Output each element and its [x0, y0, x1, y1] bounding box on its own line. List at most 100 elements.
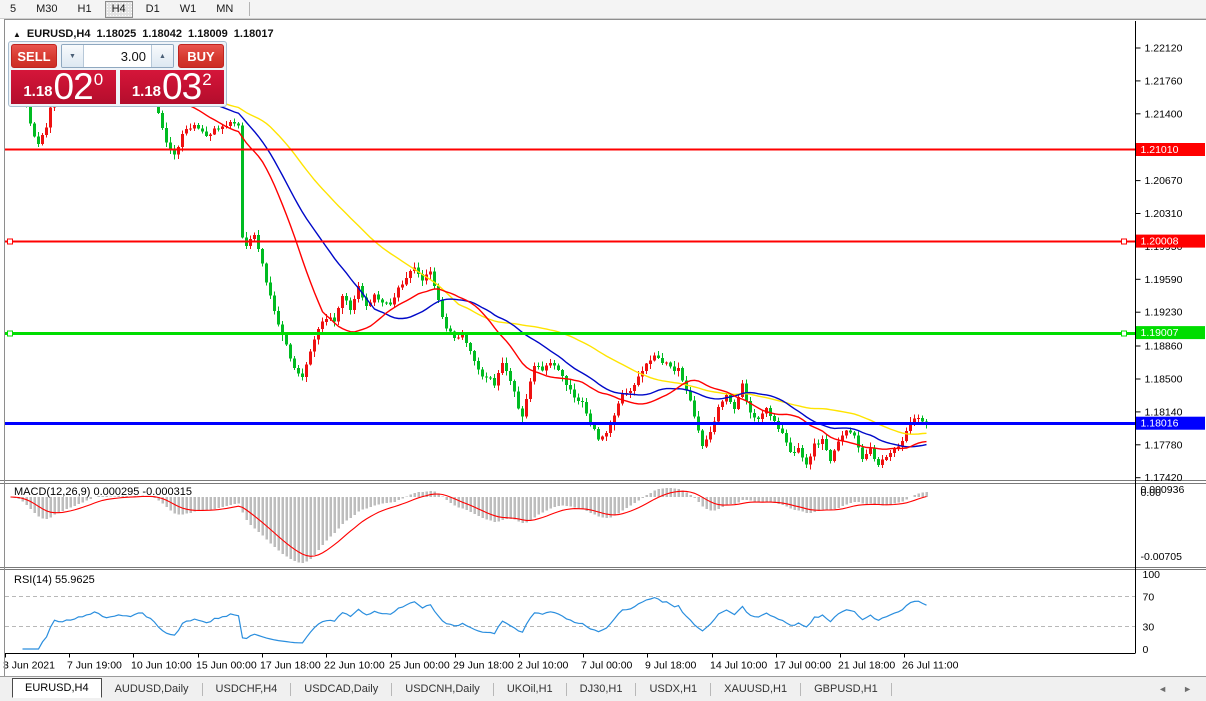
timeframe-m30[interactable]: M30	[36, 2, 58, 15]
sell-button[interactable]: SELL	[11, 44, 57, 68]
rsi-axis-0: 0	[1143, 644, 1149, 656]
svg-text:7 Jun 19:00: 7 Jun 19:00	[67, 660, 122, 672]
svg-text:7 Jul 00:00: 7 Jul 00:00	[581, 660, 633, 672]
chart-tab-usdchf[interactable]: USDCHF,H4	[215, 683, 278, 695]
hline-handle-right[interactable]	[1121, 330, 1127, 337]
chart-tab-dj30[interactable]: DJ30,H1	[579, 683, 623, 695]
svg-text:22 Jun 10:00: 22 Jun 10:00	[324, 660, 385, 672]
rsi-axis-30: 30	[1143, 622, 1155, 634]
sell-price-big: 02	[53, 66, 94, 107]
buy-price-display[interactable]: 1.18 03 2	[119, 66, 224, 107]
price-marker-1.19007	[1136, 326, 1205, 340]
svg-text:14 Jul 10:00: 14 Jul 10:00	[710, 660, 767, 672]
svg-text:9 Jul 18:00: 9 Jul 18:00	[645, 660, 697, 672]
price-marker-1.20008	[1136, 234, 1205, 248]
svg-text:10 Jun 10:00: 10 Jun 10:00	[131, 660, 192, 672]
svg-text:17 Jul 00:00: 17 Jul 00:00	[774, 660, 831, 672]
volume-decrease-icon[interactable]: ▼	[62, 45, 84, 67]
hline-handle-right[interactable]	[1121, 238, 1127, 245]
tab-separator	[800, 682, 802, 696]
macd-panel	[10, 488, 928, 563]
chart-tab-gbpusd[interactable]: GBPUSD,H1	[814, 683, 878, 695]
svg-text:1.20670: 1.20670	[1145, 175, 1183, 187]
symbol-name: EURUSD,H4	[26, 28, 91, 40]
chart-tab-bar: EURUSD,H4 AUDUSD,Daily USDCHF,H4 USDCAD,Dai…	[0, 676, 1206, 701]
svg-text:1.19230: 1.19230	[1145, 307, 1183, 319]
svg-text:1.18860: 1.18860	[1145, 341, 1183, 353]
macd-axis-min: -0.00705	[1141, 551, 1183, 563]
timeframe-5[interactable]: 5	[10, 2, 17, 15]
time-axis[interactable]: 3 Jun 2021 7 Jun 19:00 10 Jun 10:00 15 Jun …	[3, 653, 1135, 672]
svg-text:1.18500: 1.18500	[1145, 374, 1183, 386]
macd-axis-zero: 0.00	[1141, 487, 1162, 499]
svg-text:1.21760: 1.21760	[1145, 75, 1183, 87]
symbol-header: ▲ EURUSD,H4 1.18025 1.18042 1.18009 1.18…	[13, 28, 274, 40]
chart-tab-usdcnh[interactable]: USDCNH,Daily	[405, 683, 480, 695]
svg-text:29 Jun 18:00: 29 Jun 18:00	[453, 660, 514, 672]
tick-direction-icon: ▲	[13, 29, 21, 39]
volume-input[interactable]	[84, 45, 151, 67]
sell-price-display[interactable]: 1.18 02 0	[11, 66, 116, 107]
hline-handle-left[interactable]	[7, 238, 13, 245]
svg-text:1.19590: 1.19590	[1145, 274, 1183, 286]
buy-price-big: 03	[162, 66, 202, 107]
timeframe-w1[interactable]: W1	[179, 2, 197, 15]
svg-text:1.21010: 1.21010	[1141, 144, 1179, 156]
svg-text:1.18016: 1.18016	[1141, 418, 1179, 430]
tab-scroll-left-icon[interactable]: ◄	[1158, 684, 1168, 694]
buy-price-prefix: 1.18	[131, 83, 162, 100]
macd-signal-line	[10, 490, 927, 557]
timeframe-h4[interactable]: H4	[104, 0, 133, 18]
chart-tab-ukoil[interactable]: UKOil,H1	[506, 683, 553, 695]
tab-separator	[890, 682, 892, 696]
svg-text:1.18140: 1.18140	[1145, 406, 1183, 418]
chart-tab-xauusd[interactable]: XAUUSD,H1	[724, 683, 788, 695]
sell-price-sup: 0	[93, 70, 104, 89]
chart-tab-usdcad[interactable]: USDCAD,Daily	[304, 683, 379, 695]
timeframe-d1[interactable]: D1	[145, 2, 160, 15]
tab-separator	[710, 682, 712, 696]
main-price-panel	[9, 47, 928, 470]
timeframe-toolbar: 5 M30 H1 H4 D1 W1 MN	[0, 0, 1206, 19]
svg-text:1.21400: 1.21400	[1145, 108, 1183, 120]
svg-text:1.20008: 1.20008	[1141, 236, 1179, 248]
hline-handle-left[interactable]	[7, 330, 13, 337]
buy-price-sup: 2	[202, 70, 212, 89]
window-left-border	[4, 19, 5, 676]
svg-text:25 Jun 00:00: 25 Jun 00:00	[389, 660, 450, 672]
volume-increase-icon[interactable]: ▲	[151, 45, 173, 67]
buy-button[interactable]: BUY	[178, 44, 224, 68]
timeframe-mn[interactable]: MN	[216, 2, 234, 15]
rsi-label: RSI(14) 55.9625	[14, 574, 95, 586]
rsi-panel	[22, 596, 927, 650]
price-axis[interactable]: 1.221201.217601.214001.206701.203101.199…	[1135, 21, 1206, 656]
chart-canvas[interactable]: MACD(12,26,9) 0.000295 -0.000315 RSI(14) …	[0, 21, 1206, 676]
svg-text:1.20310: 1.20310	[1145, 208, 1183, 220]
svg-text:3 Jun 2021: 3 Jun 2021	[3, 660, 55, 672]
slow-ma	[226, 103, 927, 435]
svg-text:26 Jul 11:00: 26 Jul 11:00	[902, 660, 959, 672]
chart-tab-usdx[interactable]: USDX,H1	[649, 683, 698, 695]
fast-ma	[90, 80, 927, 450]
chart-tab-audusd[interactable]: AUDUSD,Daily	[114, 683, 189, 695]
one-click-trading-panel: SELL ▼ ▲ BUY 1.18 02 0 1.18 03 2	[8, 41, 227, 107]
timeframe-h1[interactable]: H1	[77, 2, 92, 15]
chart-tab-eurusd[interactable]: EURUSD,H4	[12, 678, 102, 698]
tab-scroll-right-icon[interactable]: ►	[1183, 684, 1192, 694]
svg-text:21 Jul 18:00: 21 Jul 18:00	[838, 660, 895, 672]
svg-text:1.17420: 1.17420	[1145, 472, 1183, 484]
svg-text:1.19007: 1.19007	[1141, 327, 1179, 339]
ohlc-open: 1.18025	[96, 28, 137, 40]
window-top-border	[4, 19, 1206, 20]
svg-text:2 Jul 10:00: 2 Jul 10:00	[517, 660, 569, 672]
rsi-axis-70: 70	[1143, 592, 1155, 604]
svg-text:17 Jun 18:00: 17 Jun 18:00	[260, 660, 321, 672]
tab-separator	[391, 682, 393, 696]
macd-label: MACD(12,26,9) 0.000295 -0.000315	[14, 486, 192, 498]
tab-separator	[290, 682, 292, 696]
rsi-axis-100: 100	[1143, 569, 1161, 581]
sell-price-prefix: 1.18	[23, 83, 53, 100]
rsi-line	[22, 596, 927, 650]
medium-ma	[142, 89, 927, 448]
tab-separator	[635, 682, 637, 696]
